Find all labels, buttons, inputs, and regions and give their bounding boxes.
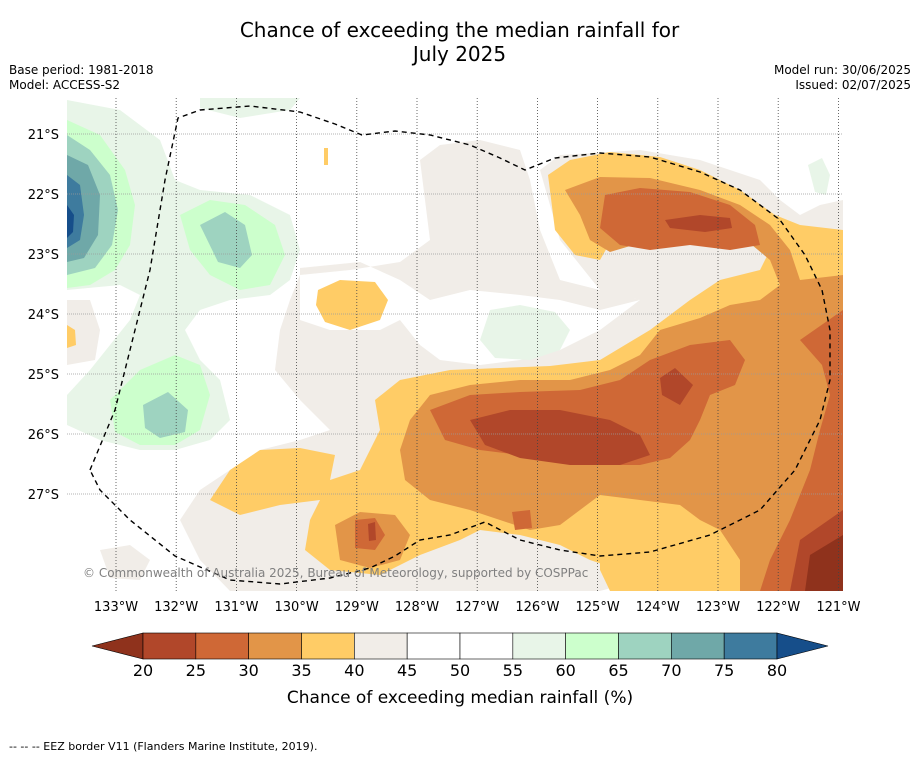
lon-label: 131°W bbox=[214, 600, 258, 615]
colorbar-tick: 45 bbox=[397, 661, 417, 680]
colorbar-tick: 50 bbox=[450, 661, 470, 680]
lat-label: 25°S bbox=[28, 368, 59, 383]
colorbar-tick: 35 bbox=[291, 661, 311, 680]
lat-label: 22°S bbox=[28, 188, 59, 203]
lon-label: 132°W bbox=[154, 600, 198, 615]
gridlines bbox=[67, 98, 843, 591]
copyright-notice: © Commonwealth of Australia 2025, Bureau… bbox=[83, 566, 588, 580]
lon-label: 122°W bbox=[756, 600, 800, 615]
lon-label: 124°W bbox=[636, 600, 680, 615]
map-plot-area: © Commonwealth of Australia 2025, Bureau… bbox=[67, 98, 843, 591]
lat-label: 26°S bbox=[28, 428, 59, 443]
lon-label: 133°W bbox=[94, 600, 138, 615]
lon-label: 130°W bbox=[275, 600, 319, 615]
colorbar-segment bbox=[671, 632, 725, 660]
band-80-plus bbox=[67, 205, 74, 238]
colorbar-segment bbox=[301, 632, 355, 660]
colorbar-label: Chance of exceeding median rainfall (%) bbox=[287, 688, 633, 708]
colorbar-segment bbox=[195, 632, 249, 660]
title-line-1: Chance of exceeding the median rainfall … bbox=[239, 18, 680, 42]
colorbar-tick: 25 bbox=[186, 661, 206, 680]
longitude-labels: 133°W 132°W 131°W 130°W 129°W 128°W 127°W 126°W… bbox=[94, 600, 861, 615]
colorbar-segment bbox=[354, 632, 408, 660]
map-title: Chance of exceeding the median rainfall … bbox=[0, 18, 919, 66]
model-name: Model: ACCESS-S2 bbox=[9, 78, 121, 92]
small-spot bbox=[324, 148, 328, 165]
eez-footnote: -- -- -- EEZ border V11 (Flanders Marine… bbox=[9, 740, 318, 753]
colorbar-segment bbox=[459, 632, 514, 660]
colorbar-segment bbox=[512, 632, 566, 660]
eez-border bbox=[89, 105, 831, 585]
colorbar-segment bbox=[723, 632, 778, 660]
colorbar-segment bbox=[248, 632, 302, 660]
latitude-labels: 21°S 22°S 23°S 24°S 25°S 26°S 27°S bbox=[28, 128, 59, 503]
meta-left: Base period: 1981-2018 Model: ACCESS-S2 bbox=[9, 63, 154, 93]
meta-right: Model run: 30/06/2025 Issued: 02/07/2025 bbox=[774, 63, 911, 93]
lon-label: 129°W bbox=[335, 600, 379, 615]
lon-label: 121°W bbox=[816, 600, 860, 615]
colorbar-tick: 20 bbox=[133, 661, 153, 680]
lat-label: 23°S bbox=[28, 248, 59, 263]
colorbar-tick: 30 bbox=[238, 661, 258, 680]
lat-label: 21°S bbox=[28, 128, 59, 143]
base-period: Base period: 1981-2018 bbox=[9, 63, 154, 77]
lon-label: 128°W bbox=[395, 600, 439, 615]
model-run: Model run: 30/06/2025 bbox=[773, 63, 911, 77]
colorbar-segment bbox=[618, 632, 672, 660]
lon-label: 126°W bbox=[515, 600, 559, 615]
lon-label: 123°W bbox=[696, 600, 740, 615]
lat-label: 27°S bbox=[28, 488, 59, 503]
colorbar-segment bbox=[142, 632, 197, 660]
lat-label: 24°S bbox=[28, 308, 59, 323]
colorbar: 20 25 30 35 40 45 50 55 60 65 70 75 80 Chance of exc… bbox=[91, 632, 829, 708]
colorbar-tick: 70 bbox=[661, 661, 681, 680]
colorbar-tick: 40 bbox=[344, 661, 364, 680]
colorbar-segment bbox=[565, 632, 619, 660]
colorbar-arrow-low bbox=[91, 632, 144, 660]
colorbar-tick: 80 bbox=[767, 661, 787, 680]
lon-label: 127°W bbox=[455, 600, 499, 615]
colorbar-segment bbox=[406, 632, 461, 660]
colorbar-tick: 60 bbox=[555, 661, 575, 680]
issued-date: Issued: 02/07/2025 bbox=[795, 78, 911, 92]
colorbar-tick: 65 bbox=[608, 661, 628, 680]
lon-label: 125°W bbox=[576, 600, 620, 615]
band-below-20 bbox=[805, 535, 843, 591]
colorbar-tick: 75 bbox=[714, 661, 734, 680]
colorbar-arrow-high bbox=[776, 632, 829, 660]
title-line-2: July 2025 bbox=[412, 42, 507, 66]
colorbar-tick: 55 bbox=[503, 661, 523, 680]
